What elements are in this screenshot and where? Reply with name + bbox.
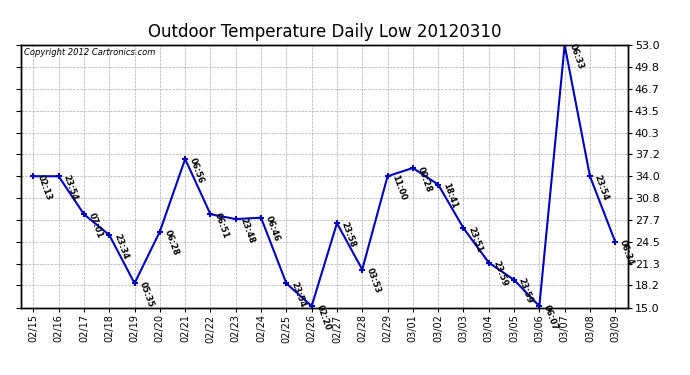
Text: 23:34: 23:34 (112, 232, 130, 260)
Text: 06:34: 06:34 (618, 239, 635, 267)
Text: 06:46: 06:46 (264, 215, 282, 243)
Text: 06:07: 06:07 (542, 303, 560, 332)
Text: 23:54: 23:54 (61, 174, 79, 202)
Text: 02:20: 02:20 (315, 303, 332, 332)
Text: 23:59: 23:59 (517, 277, 534, 305)
Text: 06:28: 06:28 (163, 229, 180, 257)
Text: 06:33: 06:33 (567, 42, 585, 70)
Text: 00:28: 00:28 (415, 165, 433, 193)
Text: 05:35: 05:35 (137, 280, 155, 309)
Text: 23:59: 23:59 (491, 260, 509, 288)
Title: Outdoor Temperature Daily Low 20120310: Outdoor Temperature Daily Low 20120310 (148, 22, 501, 40)
Text: 02:13: 02:13 (36, 174, 54, 202)
Text: Copyright 2012 Cartronics.com: Copyright 2012 Cartronics.com (23, 48, 155, 57)
Text: 06:51: 06:51 (213, 211, 231, 240)
Text: 23:51: 23:51 (466, 225, 484, 254)
Text: 07:01: 07:01 (87, 211, 104, 240)
Text: 23:58: 23:58 (339, 220, 357, 249)
Text: 03:53: 03:53 (365, 267, 382, 295)
Text: 23:48: 23:48 (239, 216, 256, 244)
Text: 23:54: 23:54 (593, 174, 611, 202)
Text: 18:41: 18:41 (441, 182, 459, 210)
Text: 23:54: 23:54 (289, 280, 307, 309)
Text: 11:00: 11:00 (391, 174, 408, 202)
Text: 06:56: 06:56 (188, 156, 206, 184)
